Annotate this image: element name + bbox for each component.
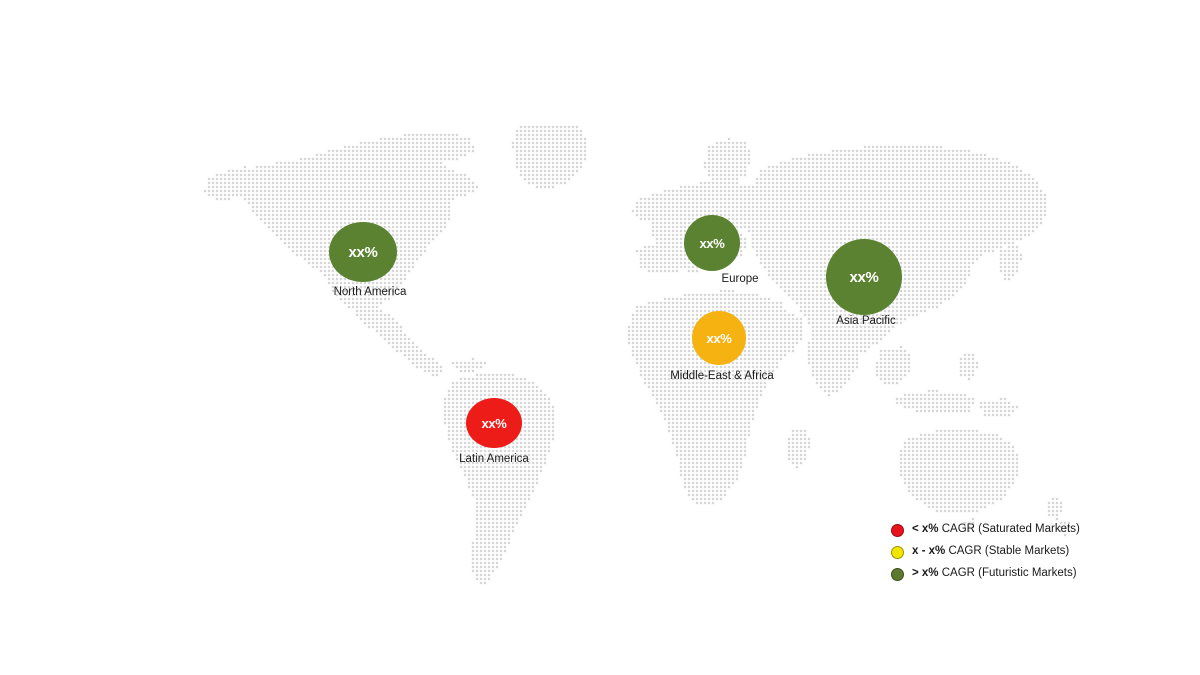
region-value: xx%: [849, 268, 879, 286]
legend-swatch-stable: [891, 545, 904, 559]
region-label-north-america: North America: [333, 286, 407, 298]
region-value: xx%: [699, 235, 725, 251]
legend-range-saturated: < x%: [912, 523, 939, 536]
legend-label-futuristic: > x% CAGR (Futuristic Markets): [912, 568, 1077, 580]
legend-item-stable[interactable]: x - x% CAGR (Stable Markets): [891, 541, 1080, 563]
legend-desc-futuristic: CAGR (Futuristic Markets): [938, 567, 1077, 580]
region-bubble-north-america[interactable]: xx%: [329, 222, 397, 282]
region-label-middle-east-africa: Middle-East & Africa: [670, 370, 774, 382]
legend-desc-saturated: CAGR (Saturated Markets): [938, 523, 1080, 536]
legend-item-saturated[interactable]: < x% CAGR (Saturated Markets): [891, 519, 1080, 541]
legend-label-saturated: < x% CAGR (Saturated Markets): [912, 524, 1080, 536]
legend-range-futuristic: > x%: [912, 567, 939, 580]
legend: < x% CAGR (Saturated Markets) x - x% CAGR…: [891, 519, 1080, 585]
legend-swatch-futuristic: [891, 567, 904, 581]
region-value: xx%: [348, 243, 378, 261]
region-bubble-asia-pacific[interactable]: xx%: [826, 239, 902, 315]
legend-label-stable: x - x% CAGR (Stable Markets): [912, 546, 1069, 558]
region-bubble-latin-america[interactable]: xx%: [466, 398, 522, 448]
region-label-asia-pacific: Asia Pacific: [836, 315, 896, 327]
legend-range-stable: x - x%: [912, 545, 946, 558]
legend-item-futuristic[interactable]: > x% CAGR (Futuristic Markets): [891, 563, 1080, 585]
region-value: xx%: [481, 415, 507, 431]
region-label-latin-america: Latin America: [459, 453, 529, 465]
region-value: xx%: [706, 330, 732, 346]
legend-desc-stable: CAGR (Stable Markets): [945, 545, 1070, 558]
region-bubble-middle-east-africa[interactable]: xx%: [692, 311, 746, 365]
region-label-europe: Europe: [721, 273, 759, 285]
region-bubble-europe[interactable]: xx%: [684, 215, 740, 271]
legend-swatch-saturated: [891, 523, 904, 537]
